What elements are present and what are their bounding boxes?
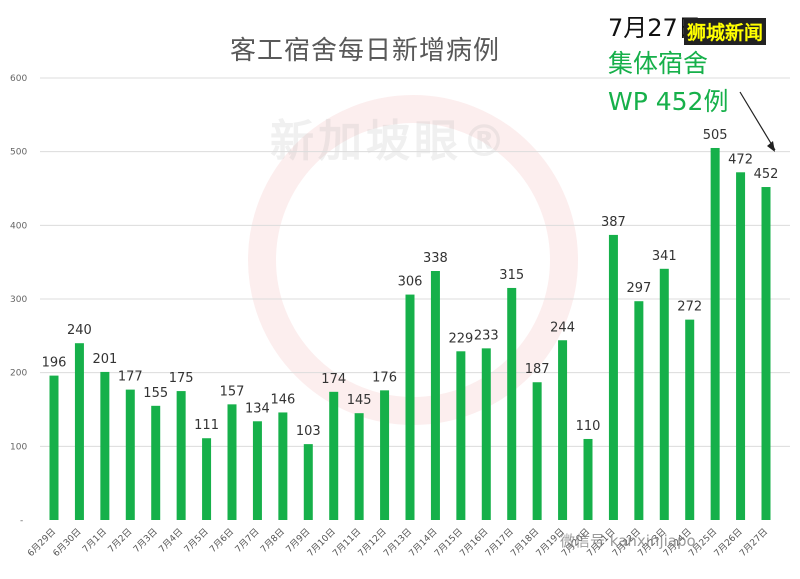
- data-label: 145: [347, 393, 372, 408]
- bar: [558, 340, 568, 520]
- data-label: 297: [626, 281, 651, 296]
- data-label: 146: [270, 392, 295, 407]
- data-label: 157: [220, 384, 245, 399]
- annotation-line2: WP 452例: [608, 87, 729, 116]
- bar: [125, 389, 135, 520]
- bar: [659, 268, 669, 520]
- x-tick-label: 7月8日: [258, 526, 287, 555]
- data-label: 196: [42, 356, 67, 371]
- bar: [761, 187, 771, 520]
- bar: [405, 294, 415, 520]
- data-label: 505: [703, 128, 728, 143]
- bar: [481, 348, 491, 520]
- data-label: 341: [652, 249, 677, 264]
- bar: [354, 413, 364, 520]
- y-tick-label: 100: [10, 442, 27, 452]
- data-label: 472: [728, 152, 753, 167]
- data-label: 244: [550, 320, 575, 335]
- bar: [329, 391, 339, 520]
- x-tick-label: 7月7日: [233, 526, 262, 555]
- x-tick-label: 6月30日: [51, 526, 84, 559]
- x-tick-label: 7月3日: [131, 526, 160, 555]
- data-label: 155: [143, 386, 168, 401]
- chart-title: 客工宿舍每日新增病例: [230, 36, 501, 66]
- x-tick-label: 7月5日: [182, 526, 211, 555]
- data-label: 134: [245, 401, 270, 416]
- bar: [710, 147, 720, 520]
- data-label: 176: [372, 370, 397, 385]
- x-tick-label: 7月6日: [208, 526, 237, 555]
- y-tick-label: 200: [10, 369, 27, 379]
- bar: [532, 382, 542, 520]
- bar: [202, 438, 212, 520]
- bar: [608, 234, 618, 520]
- wechat-watermark: 微信号 kanxinjiapo: [560, 532, 696, 550]
- bar: [685, 319, 695, 520]
- data-label: 306: [398, 275, 423, 290]
- data-label: 174: [321, 372, 346, 387]
- x-tick-label: 7月27日: [737, 526, 770, 559]
- data-label: 272: [677, 300, 702, 315]
- bar: [507, 287, 517, 520]
- data-label: 175: [169, 371, 194, 386]
- data-label: 233: [474, 328, 499, 343]
- y-tick-label: 400: [10, 221, 27, 231]
- x-tick-label: 7月2日: [106, 526, 135, 555]
- y-tick-label: 300: [10, 295, 27, 305]
- data-label: 177: [118, 370, 143, 385]
- data-label: 187: [525, 362, 550, 377]
- bar: [278, 412, 288, 520]
- data-label: 338: [423, 251, 448, 266]
- x-tick-label: 7月4日: [157, 526, 186, 555]
- data-label: 229: [448, 331, 473, 346]
- y-tick-label: 500: [10, 148, 27, 158]
- data-label: 315: [499, 268, 524, 283]
- bar: [252, 421, 262, 520]
- bar: [303, 444, 313, 520]
- data-label: 111: [194, 418, 219, 433]
- bar: [100, 371, 110, 520]
- data-label: 240: [67, 323, 92, 338]
- y-tick-label: 600: [10, 74, 27, 84]
- bar: [49, 375, 59, 520]
- annotation-line1: 集体宿舍: [608, 49, 709, 78]
- bar: [583, 438, 593, 520]
- bar: [380, 390, 390, 520]
- data-label: 452: [754, 167, 779, 182]
- brand-logo: 狮城新闻: [684, 18, 767, 45]
- bar: [634, 301, 644, 520]
- bar: [736, 172, 746, 520]
- bar: [74, 343, 84, 520]
- data-label: 201: [92, 352, 117, 367]
- y-tick-label: -: [20, 516, 23, 526]
- watermark-text: 新加坡眼®: [270, 116, 510, 167]
- data-label: 103: [296, 424, 321, 439]
- x-tick-label: 7月1日: [80, 526, 109, 555]
- annotation-arrow: [739, 91, 776, 151]
- bar: [176, 391, 186, 520]
- arrow-head-icon: [767, 141, 775, 152]
- data-label: 110: [576, 419, 601, 434]
- bar: [227, 404, 237, 520]
- bar: [430, 271, 440, 520]
- bar: [456, 351, 466, 520]
- data-label: 387: [601, 215, 626, 230]
- bar: [151, 405, 161, 520]
